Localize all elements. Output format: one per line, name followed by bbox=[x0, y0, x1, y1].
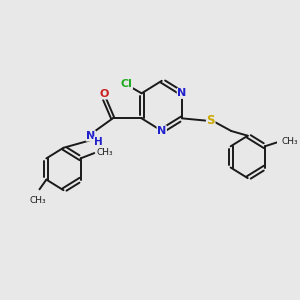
Text: CH₃: CH₃ bbox=[281, 136, 298, 146]
Text: N: N bbox=[86, 131, 95, 141]
Text: H: H bbox=[94, 137, 103, 147]
Text: Cl: Cl bbox=[121, 79, 132, 89]
Text: O: O bbox=[100, 89, 109, 99]
Text: CH₃: CH₃ bbox=[97, 148, 114, 157]
Text: S: S bbox=[206, 114, 215, 127]
Text: N: N bbox=[177, 88, 187, 98]
Text: CH₃: CH₃ bbox=[30, 196, 46, 205]
Text: N: N bbox=[157, 126, 167, 136]
